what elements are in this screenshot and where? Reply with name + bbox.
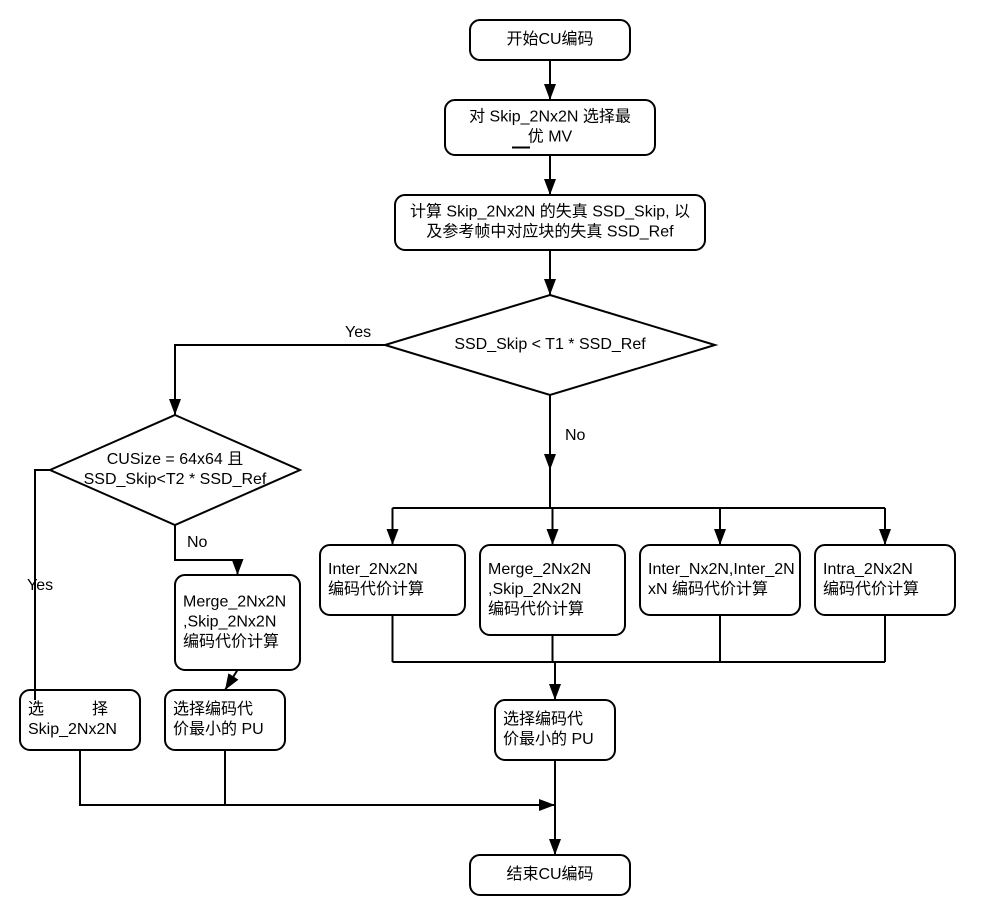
flowchart-canvas: 开始CU编码对 Skip_2Nx2N 选择最优 MV 计算 Skip_2Nx2N … <box>0 0 1000 919</box>
svg-text:No: No <box>565 427 586 444</box>
svg-text:Yes: Yes <box>345 324 371 341</box>
svg-text:xN 编码代价计算: xN 编码代价计算 <box>648 579 768 598</box>
svg-text:选 择: 选 择 <box>28 700 108 718</box>
svg-text:Skip_2Nx2N: Skip_2Nx2N <box>28 721 117 738</box>
svg-text:编码代价计算: 编码代价计算 <box>488 599 584 618</box>
svg-text:CUSize = 64x64 且: CUSize = 64x64 且 <box>107 451 244 468</box>
svg-text:选择编码代: 选择编码代 <box>173 700 253 718</box>
svg-text:开始CU编码: 开始CU编码 <box>506 30 593 48</box>
svg-text:及参考帧中对应块的失真 SSD_Ref: 及参考帧中对应块的失真 SSD_Ref <box>426 222 674 241</box>
svg-text:结束CU编码: 结束CU编码 <box>506 865 593 883</box>
svg-text:SSD_Skip < T1 * SSD_Ref: SSD_Skip < T1 * SSD_Ref <box>454 336 646 353</box>
svg-text:SSD_Skip<T2 * SSD_Ref: SSD_Skip<T2 * SSD_Ref <box>84 471 267 488</box>
svg-text:Merge_2Nx2N: Merge_2Nx2N <box>488 561 591 578</box>
svg-text:对 Skip_2Nx2N 选择最: 对 Skip_2Nx2N 选择最 <box>469 108 631 126</box>
svg-text:Inter_Nx2N,Inter_2N: Inter_Nx2N,Inter_2N <box>648 561 795 578</box>
svg-text:价最小的 PU: 价最小的 PU <box>503 730 594 748</box>
svg-text:No: No <box>187 534 208 551</box>
svg-text:Inter_2Nx2N: Inter_2Nx2N <box>328 561 418 578</box>
svg-text:编码代价计算: 编码代价计算 <box>823 579 919 598</box>
svg-text:优 MV: 优 MV <box>528 128 573 146</box>
svg-text:Intra_2Nx2N: Intra_2Nx2N <box>823 561 913 578</box>
svg-text:,Skip_2Nx2N: ,Skip_2Nx2N <box>183 614 276 631</box>
svg-text:Yes: Yes <box>27 577 53 594</box>
svg-text:编码代价计算: 编码代价计算 <box>183 632 279 651</box>
svg-text:编码代价计算: 编码代价计算 <box>328 579 424 598</box>
svg-text:Merge_2Nx2N: Merge_2Nx2N <box>183 594 286 611</box>
svg-text:,Skip_2Nx2N: ,Skip_2Nx2N <box>488 581 581 598</box>
svg-text:价最小的 PU: 价最小的 PU <box>173 720 264 738</box>
svg-text:计算 Skip_2Nx2N 的失真 SSD_Skip, 以: 计算 Skip_2Nx2N 的失真 SSD_Skip, 以 <box>410 202 690 221</box>
svg-text:选择编码代: 选择编码代 <box>503 710 583 728</box>
